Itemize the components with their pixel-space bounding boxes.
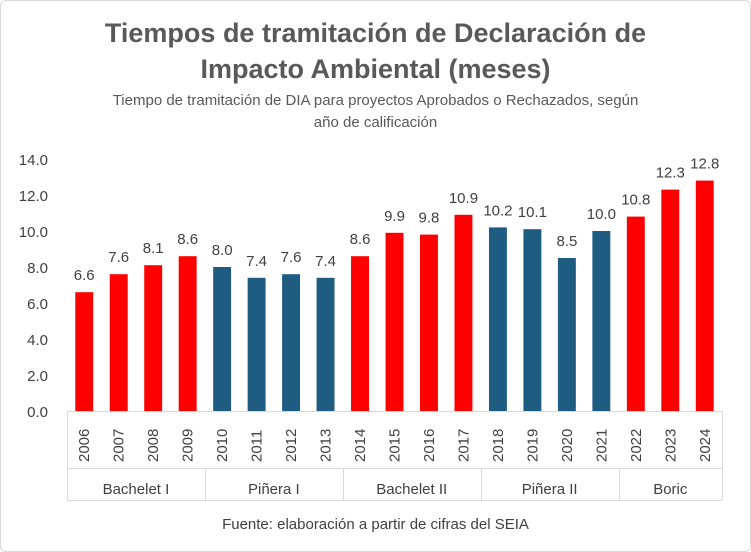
x-tick-label: 2008 xyxy=(145,429,162,462)
bar-value-label: 9.9 xyxy=(384,208,405,225)
bar xyxy=(213,267,232,411)
x-tick-label: 2017 xyxy=(455,429,472,462)
y-tick-label: 6.0 xyxy=(27,296,48,313)
bar xyxy=(557,258,576,411)
bar xyxy=(454,214,473,411)
bar xyxy=(351,256,369,411)
bar-value-label: 8.6 xyxy=(350,231,371,248)
bar-value-label: 7.4 xyxy=(315,253,336,270)
bar-value-label: 7.6 xyxy=(108,249,129,266)
chart-title-line2: Impacto Ambiental (meses) xyxy=(200,54,551,84)
bar xyxy=(144,265,163,411)
group-label: Boric xyxy=(653,481,688,498)
bar xyxy=(592,231,611,411)
chart-title-line1: Tiempos de tramitación de Declaración de xyxy=(104,18,647,48)
bar xyxy=(488,227,507,411)
bar-value-label: 8.5 xyxy=(556,233,577,250)
x-tick-label: 2021 xyxy=(593,429,610,462)
x-tick-label: 2007 xyxy=(111,429,128,462)
bar-value-label: 6.6 xyxy=(74,267,95,284)
bar-value-label: 8.6 xyxy=(177,231,198,248)
x-tick-label: 2024 xyxy=(697,429,714,462)
y-tick-label: 8.0 xyxy=(27,260,48,277)
x-tick-label: 2010 xyxy=(214,429,231,462)
x-tick-label: 2015 xyxy=(387,429,404,462)
bar xyxy=(75,292,94,411)
bar xyxy=(178,256,197,411)
chart-subtitle-line1: Tiempo de tramitación de DIA para proyec… xyxy=(112,92,639,109)
x-tick-label: 2020 xyxy=(559,429,576,462)
y-tick-label: 14.0 xyxy=(19,152,48,169)
bar xyxy=(385,232,404,411)
bar-value-label: 12.3 xyxy=(656,165,685,182)
bar-value-label: 12.8 xyxy=(690,156,719,173)
bar xyxy=(420,234,438,411)
y-tick-label: 2.0 xyxy=(27,368,48,385)
x-tick-label: 2011 xyxy=(249,430,266,462)
x-tick-label: 2006 xyxy=(76,429,93,462)
bar xyxy=(247,277,266,411)
bar xyxy=(109,274,128,411)
bar xyxy=(661,189,680,411)
bar-value-label: 10.9 xyxy=(449,190,478,207)
x-tick-label: 2012 xyxy=(283,429,300,462)
bar-value-label: 8.0 xyxy=(212,242,233,259)
bar-value-label: 9.8 xyxy=(419,210,440,227)
bar-value-label: 7.6 xyxy=(281,249,302,266)
bar xyxy=(523,229,542,411)
x-tick-label: 2016 xyxy=(421,429,438,462)
x-tick-label: 2023 xyxy=(662,429,679,462)
bar-value-label: 7.4 xyxy=(246,253,267,270)
x-tick-label: 2009 xyxy=(180,429,197,462)
group-label: Piñera I xyxy=(248,481,300,498)
bar xyxy=(282,274,301,411)
bar xyxy=(626,216,645,411)
y-tick-label: 10.0 xyxy=(19,224,48,241)
group-label: Piñera II xyxy=(522,481,578,498)
chart-subtitle-line2: año de calificación xyxy=(313,114,438,131)
y-tick-label: 4.0 xyxy=(27,332,48,349)
bar-value-label: 10.0 xyxy=(587,206,616,223)
chart-source: Fuente: elaboración a partir de cifras d… xyxy=(222,516,529,533)
bar-value-label: 10.8 xyxy=(621,192,650,209)
bar xyxy=(695,180,714,411)
y-tick-label: 12.0 xyxy=(19,188,48,205)
bar-value-label: 10.1 xyxy=(518,204,547,221)
group-label: Bachelet II xyxy=(376,481,447,498)
y-tick-label: 0.0 xyxy=(27,404,48,421)
x-tick-label: 2019 xyxy=(524,429,541,462)
x-tick-label: 2018 xyxy=(490,429,507,462)
x-tick-label: 2022 xyxy=(628,429,645,462)
x-tick-label: 2014 xyxy=(352,429,369,462)
bar-value-label: 8.1 xyxy=(143,240,164,257)
group-label: Bachelet I xyxy=(103,481,170,498)
bar-value-label: 10.2 xyxy=(483,202,512,219)
x-tick-label: 2013 xyxy=(318,429,335,462)
bar xyxy=(316,277,335,411)
